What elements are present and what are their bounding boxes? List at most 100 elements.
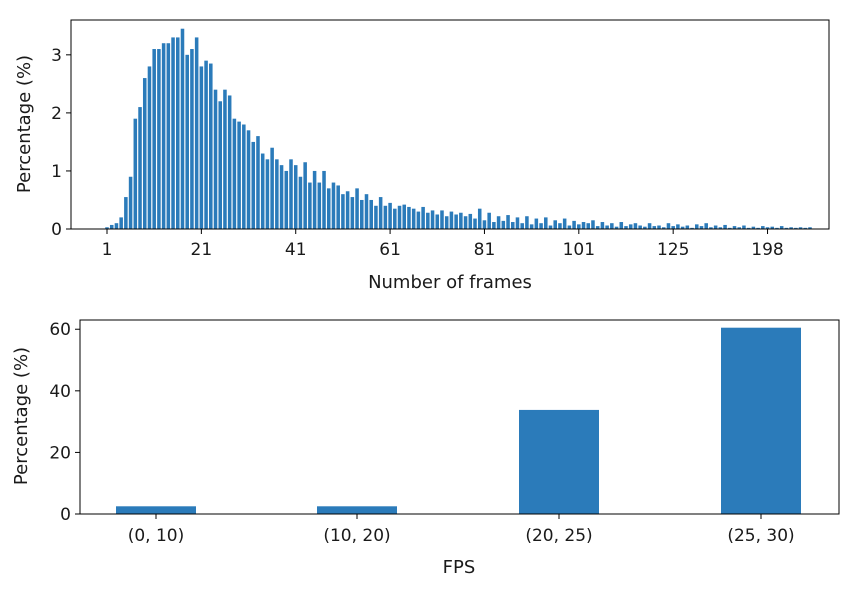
frames-bar-138 [751,226,756,229]
frames-bar-42 [298,176,303,229]
frames-bar-8 [138,107,142,229]
frames-bar-18 [185,54,189,229]
frames-bar-71 [435,214,440,229]
frames-bar-4 [119,217,123,229]
frames-bar-126 [695,224,699,229]
frames-bar-1 [105,227,109,229]
frames-bar-105 [595,226,600,229]
frames-bar-64 [402,204,407,229]
frames-bar-70 [430,210,435,229]
frames-bar-28 [232,118,237,229]
frames-xtick-label: 81 [474,240,496,260]
frames-bar-130 [713,225,718,229]
fps-bar-chart-ylabel: Percentage (%) [11,347,32,485]
frames-bar-144 [779,226,784,229]
frames-bar-103 [586,223,591,229]
frames-bar-125 [690,227,694,229]
frames-bar-68 [421,206,425,229]
frames-bar-90 [525,216,529,229]
fps-ytick-label: 60 [49,320,71,340]
frames-bar-33 [256,136,260,229]
frames-bar-56 [364,194,369,229]
frames-histogram-bars [105,28,812,230]
frames-bar-59 [378,197,383,229]
frames-bar-100 [572,220,576,229]
frames-bar-62 [393,208,397,229]
fps-ytick-label: 20 [49,443,71,463]
frames-bar-93 [539,223,543,229]
frames-ytick-label: 0 [51,220,62,240]
frames-bar-134 [732,226,737,229]
frames-bar-55 [360,199,364,229]
frames-bar-72 [440,210,444,229]
frames-bar-32 [251,141,256,229]
fps-xtick-label: (10, 20) [323,526,390,546]
frames-xtick-label: 41 [285,240,307,260]
frames-xtick-label: 61 [379,240,401,260]
frames-bar-122 [676,224,680,229]
frames-bar-89 [520,223,524,229]
frames-bar-109 [614,226,619,229]
frames-bar-107 [605,225,609,229]
frames-bar-101 [577,224,581,229]
frames-bar-23 [209,63,213,229]
frames-bar-121 [671,226,675,229]
frames-bar-141 [765,227,770,229]
frames-bar-53 [350,197,355,229]
fps-ytick-label: 0 [60,505,71,525]
frames-bar-102 [581,222,586,229]
frames-bar-34 [260,153,265,229]
frames-bar-67 [416,211,421,229]
frames-bar-104 [591,220,595,229]
frames-bar-25 [218,101,223,229]
frames-bar-31 [246,130,251,229]
frames-bar-27 [227,95,232,229]
frames-bar-36 [270,147,274,229]
frames-bar-81 [482,220,487,229]
frames-bar-30 [242,124,246,229]
frames-bar-112 [628,224,633,229]
frames-histogram: 0 1 2 3 1 21 41 61 81 101 125 198 Number of frames… [14,19,830,293]
fps-xtick-label: (20, 25) [525,526,592,546]
frames-bar-86 [506,215,510,229]
frames-bar-75 [454,214,458,229]
frames-bar-20 [194,37,199,229]
frames-bar-129 [709,227,713,229]
frames-bar-78 [468,213,473,229]
frames-bar-108 [610,223,614,229]
frames-bar-97 [558,223,562,229]
frames-bar-149 [803,227,808,229]
frames-bar-40 [289,159,293,229]
frames-bar-29 [237,121,241,229]
frames-bar-147 [794,227,798,229]
fps-bar-3 [519,409,599,514]
frames-bar-99 [567,225,572,229]
frames-bar-150 [808,227,812,229]
frames-histogram-yaxis: 0 1 2 3 [51,46,71,240]
fps-bar-1 [116,506,196,514]
frames-xtick-label: 21 [191,240,213,260]
frames-bar-127 [699,226,704,229]
fps-bar-2 [317,506,397,514]
frames-bar-148 [798,227,803,229]
frames-bar-54 [355,188,359,229]
frames-bar-133 [728,227,732,229]
frames-bar-39 [284,170,289,229]
frames-bar-135 [737,227,741,229]
fps-xtick-label: (0, 10) [128,526,185,546]
frames-histogram-frame [70,19,830,230]
fps-bar-chart-yaxis: 0 20 40 60 [49,320,80,525]
frames-bar-80 [477,208,482,229]
frames-ytick-label: 1 [51,162,62,182]
frames-bar-44 [308,182,312,229]
fps-bar-chart-xaxis: (0, 10) (10, 20) (20, 25) (25, 30) [128,514,795,546]
frames-bar-50 [336,185,340,229]
frames-bar-136 [742,225,746,229]
frames-bar-114 [638,225,642,229]
fps-bar-chart-frame [79,319,840,515]
frames-bar-10 [147,66,152,229]
frames-bar-47 [322,170,326,229]
frames-bar-26 [223,89,227,229]
frames-bar-117 [652,226,657,229]
